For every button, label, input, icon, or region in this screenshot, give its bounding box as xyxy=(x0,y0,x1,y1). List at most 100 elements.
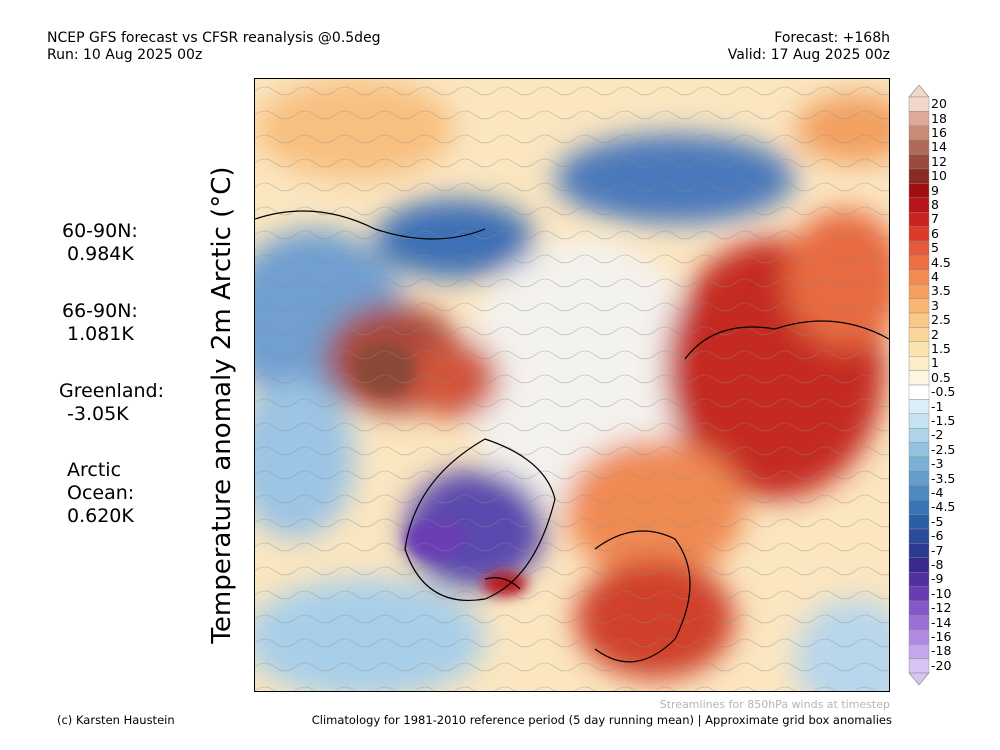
stat-60-90n: 60-90N: 0.984K xyxy=(62,220,138,266)
anomaly-map xyxy=(254,78,890,692)
stat-greenland: Greenland: -3.05K xyxy=(59,380,164,426)
colorbar-label: 2 xyxy=(931,326,939,342)
colorbar-swatch xyxy=(908,183,930,199)
colorbar xyxy=(908,85,930,685)
colorbar-swatch xyxy=(908,658,930,674)
colorbar-swatch xyxy=(908,341,930,357)
stat-label: 66-90N: xyxy=(62,300,138,322)
colorbar-label: -3 xyxy=(931,456,944,472)
header-right: Forecast: +168h Valid: 17 Aug 2025 00z xyxy=(728,30,890,64)
colorbar-label: 2.5 xyxy=(931,312,951,328)
stat-value: 0.984K xyxy=(67,243,134,265)
forecast-hour: Forecast: +168h xyxy=(774,30,890,46)
credit: (c) Karsten Haustein xyxy=(57,713,175,727)
colorbar-swatch xyxy=(908,140,930,155)
colorbar-label: 4.5 xyxy=(931,254,951,270)
colorbar-label: 9 xyxy=(931,182,939,198)
run-time: Run: 10 Aug 2025 00z xyxy=(47,47,203,63)
colorbar-swatch xyxy=(908,442,930,458)
valid-time: Valid: 17 Aug 2025 00z xyxy=(727,47,890,63)
colorbar-swatch xyxy=(908,543,930,558)
colorbar-label: 1.5 xyxy=(931,341,951,356)
colorbar-label: -20 xyxy=(931,657,952,673)
stat-label: Greenland: xyxy=(59,380,164,402)
colorbar-swatch xyxy=(908,629,930,645)
colorbar-label: -2 xyxy=(931,427,944,443)
colorbar-label: 10 xyxy=(931,168,947,184)
colorbar-swatch xyxy=(908,557,930,573)
climatology-note: Climatology for 1981-2010 reference peri… xyxy=(311,713,892,727)
stat-value: 1.081K xyxy=(67,323,134,345)
colorbar-swatch xyxy=(908,514,930,530)
colorbar-swatch xyxy=(908,600,930,616)
colorbar-swatch xyxy=(908,255,930,270)
colorbar-swatch xyxy=(908,413,930,429)
colorbar-label: -4 xyxy=(931,485,944,500)
colorbar-label: -5 xyxy=(931,513,944,529)
colorbar-swatch xyxy=(908,586,930,602)
colorbar-label: 12 xyxy=(931,153,947,169)
stat-arctic-ocean: Arctic Ocean: 0.620K xyxy=(67,459,134,528)
colorbar-label: -14 xyxy=(931,614,952,630)
colorbar-label: 3 xyxy=(931,297,939,313)
colorbar-swatch xyxy=(908,269,930,285)
colorbar-swatch xyxy=(908,356,930,371)
colorbar-swatch xyxy=(908,312,930,328)
colorbar-swatch xyxy=(908,615,930,631)
header-left: NCEP GFS forecast vs CFSR reanalysis @0.… xyxy=(47,30,381,64)
colorbar-swatch xyxy=(908,240,930,256)
colorbar-swatch xyxy=(908,96,930,112)
colorbar-swatch xyxy=(908,528,930,544)
colorbar-label: -6 xyxy=(931,528,944,544)
colorbar-label: -16 xyxy=(931,629,952,644)
colorbar-label: -12 xyxy=(931,600,952,616)
colorbar-label: 1 xyxy=(931,355,939,371)
colorbar-swatch xyxy=(908,644,930,659)
colorbar-swatch xyxy=(908,168,930,184)
colorbar-swatch xyxy=(908,370,930,386)
colorbar-label: -18 xyxy=(931,643,952,659)
colorbar-label: 20 xyxy=(931,96,947,112)
colorbar-label: -10 xyxy=(931,585,952,601)
colorbar-label: 6 xyxy=(931,225,939,241)
colorbar-label: -8 xyxy=(931,557,944,572)
colorbar-swatch xyxy=(908,500,930,515)
colorbar-label: 4 xyxy=(931,269,939,284)
streamline-note: Streamlines for 850hPa winds at timestep xyxy=(659,698,890,711)
colorbar-label: 7 xyxy=(931,211,939,227)
colorbar-swatch xyxy=(908,428,930,443)
stat-value: 0.620K xyxy=(67,505,134,527)
colorbar-top-arrow xyxy=(908,85,930,98)
colorbar-swatch xyxy=(908,226,930,242)
wind-streamlines xyxy=(255,79,889,691)
colorbar-swatch xyxy=(908,154,930,170)
stat-label-line1: Arctic xyxy=(67,459,122,481)
colorbar-label: -1 xyxy=(931,398,944,414)
colorbar-swatch xyxy=(908,125,930,141)
colorbar-swatch xyxy=(908,456,930,472)
colorbar-swatch xyxy=(908,111,930,126)
colorbar-swatch xyxy=(908,485,930,501)
colorbar-label: 14 xyxy=(931,139,947,155)
colorbar-label: 0.5 xyxy=(931,369,951,385)
chart-title: NCEP GFS forecast vs CFSR reanalysis @0.… xyxy=(47,30,381,46)
colorbar-swatch xyxy=(908,327,930,342)
colorbar-label: -0.5 xyxy=(931,384,956,400)
colorbar-label: 8 xyxy=(931,197,939,212)
colorbar-label: 18 xyxy=(931,110,947,126)
stat-66-90n: 66-90N: 1.081K xyxy=(62,300,138,346)
colorbar-swatch xyxy=(908,572,930,587)
colorbar-swatch xyxy=(908,384,930,400)
colorbar-label: -4.5 xyxy=(931,499,956,515)
colorbar-swatch xyxy=(908,283,930,299)
colorbar-label: -1.5 xyxy=(931,413,956,428)
coastlines xyxy=(255,210,889,663)
colorbar-swatch xyxy=(908,399,930,414)
stat-label-line2: Ocean: xyxy=(67,482,135,504)
colorbar-swatch xyxy=(908,298,930,314)
colorbar-swatch xyxy=(908,197,930,213)
colorbar-swatch xyxy=(908,471,930,486)
colorbar-label: 3.5 xyxy=(931,283,951,299)
colorbar-bottom-arrow xyxy=(908,672,930,685)
map-axis-label: Temperature anomaly 2m Arctic (°C) xyxy=(207,166,237,644)
